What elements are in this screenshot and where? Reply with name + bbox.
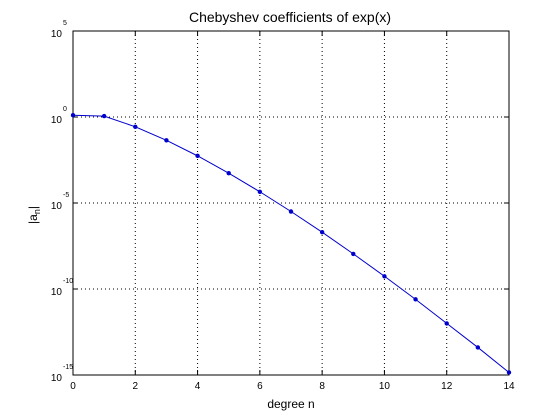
x-tick-label: 0 [70, 381, 76, 392]
y-tick-label: 10 [51, 287, 63, 298]
y-tick-label-exponent: -10 [63, 278, 73, 285]
data-point [413, 297, 418, 302]
x-axis-label: degree n [267, 397, 314, 411]
series-layer [70, 113, 512, 375]
y-tick-label-exponent: 0 [63, 106, 67, 113]
data-point [226, 171, 231, 176]
y-tick-label-exponent: 5 [63, 20, 67, 27]
x-tick-label: 12 [441, 381, 453, 392]
x-tick-label: 10 [379, 381, 391, 392]
data-point [319, 230, 325, 235]
y-axis-label-sub: n [32, 209, 42, 214]
data-point [195, 153, 200, 159]
data-point [101, 113, 107, 119]
data-point [288, 209, 294, 214]
y-tick-label-exponent: -5 [63, 192, 69, 199]
y-axis-label-close: | [26, 206, 40, 209]
y-axis-label: |an| [26, 206, 42, 224]
x-tick-label: 14 [503, 381, 515, 392]
y-tick-label-base: 10 [51, 115, 63, 126]
data-point [475, 345, 481, 350]
data-point [257, 189, 263, 194]
y-tick-label: 10 [51, 201, 63, 212]
data-point [133, 124, 138, 129]
grid [73, 31, 509, 375]
y-tick-label: 10 [51, 29, 63, 40]
y-tick-label-base: 10 [51, 287, 63, 298]
y-axis-label-base: |a [26, 214, 40, 224]
y-tick-label: 10 [51, 373, 63, 384]
data-point [382, 274, 387, 279]
data-point [444, 321, 449, 326]
y-tick-label-base: 10 [51, 373, 63, 384]
x-tick-label: 6 [257, 381, 263, 392]
x-tick-label: 8 [319, 381, 325, 392]
y-tick-label-base: 10 [51, 201, 63, 212]
data-point [70, 113, 76, 118]
y-tick-label-base: 10 [51, 29, 63, 40]
x-tick-label: 4 [195, 381, 201, 392]
y-tick-label-exponent: -15 [63, 364, 73, 371]
data-point [351, 251, 356, 257]
y-tick-label: 10 [51, 115, 63, 126]
chart-title: Chebyshev coefficients of exp(x) [189, 9, 391, 25]
data-point [506, 370, 512, 375]
x-tick-label: 2 [133, 381, 139, 392]
data-point [164, 138, 169, 143]
